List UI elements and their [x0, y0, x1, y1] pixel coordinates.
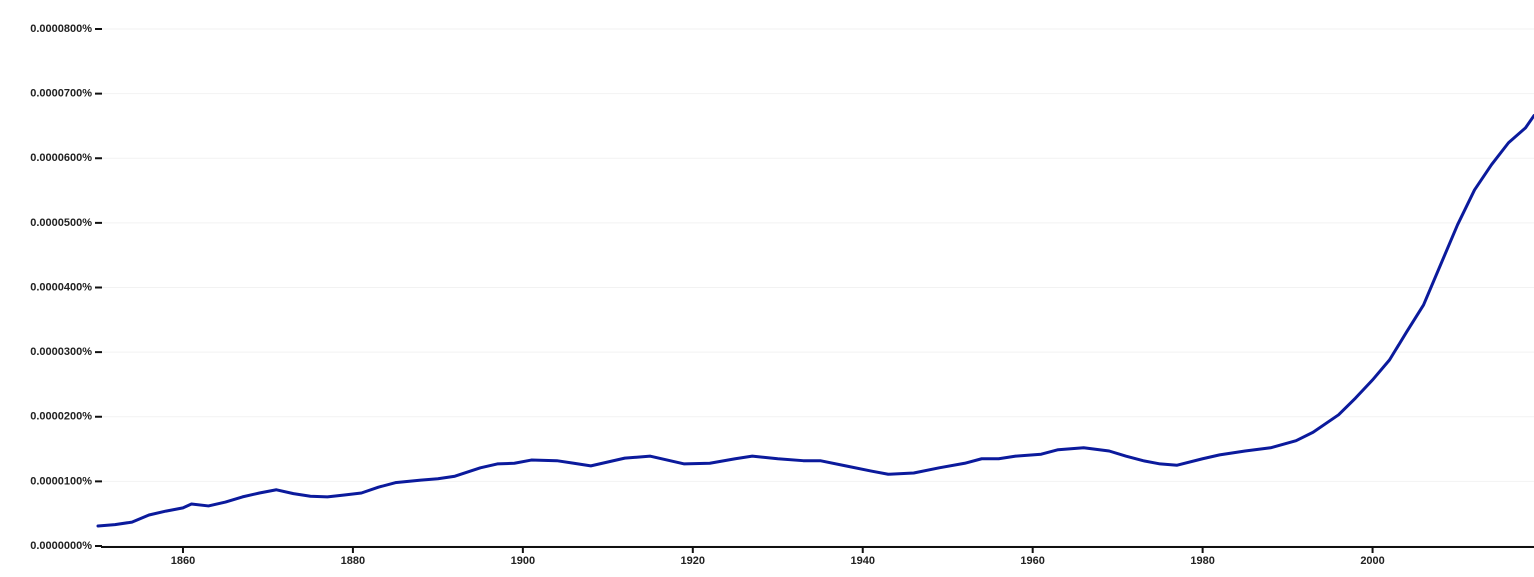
y-tick-label: 0.0000000% — [30, 540, 92, 552]
y-tick-label: 0.0000200% — [30, 411, 92, 423]
x-tick-label: 2000 — [1360, 555, 1384, 567]
y-tick-label: 0.0000300% — [30, 346, 92, 358]
y-tick-label: 0.0000400% — [30, 281, 92, 293]
data-line — [96, 114, 1534, 528]
y-tick-label: 0.0000600% — [30, 152, 92, 164]
x-tick-label: 1880 — [341, 555, 365, 567]
x-tick-label: 1900 — [511, 555, 535, 567]
y-tick-label: 0.0000800% — [30, 23, 92, 35]
x-tick-label: 1920 — [681, 555, 705, 567]
x-tick-label: 1980 — [1190, 555, 1214, 567]
x-tick-label: 1860 — [171, 555, 195, 567]
x-tick-label: 1960 — [1020, 555, 1044, 567]
y-tick-label: 0.0000700% — [30, 88, 92, 100]
x-tick-label: 1940 — [850, 555, 874, 567]
y-tick-label: 0.0000500% — [30, 217, 92, 229]
y-tick-label: 0.0000100% — [30, 475, 92, 487]
